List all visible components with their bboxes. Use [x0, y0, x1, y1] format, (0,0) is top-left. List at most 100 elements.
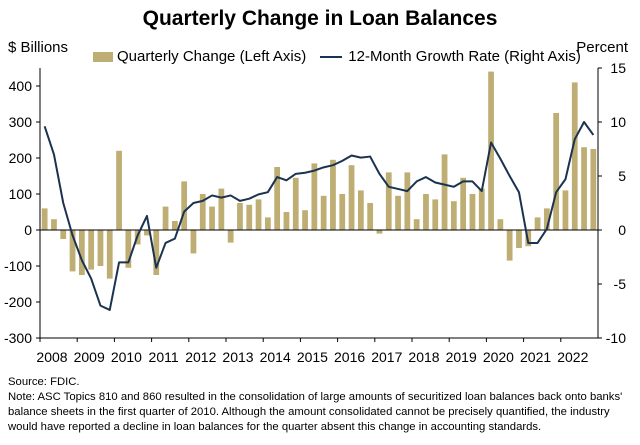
bar-2009Q3	[97, 230, 104, 266]
left-tick-label: -300	[4, 330, 32, 346]
right-tick-label: 5	[618, 168, 626, 184]
bar-2016Q2	[348, 165, 355, 230]
bar-2011Q4	[181, 181, 188, 230]
x-tick-label-2011: 2011	[149, 349, 179, 365]
bar-2015Q3	[320, 195, 327, 230]
bar-2021Q3	[543, 208, 550, 230]
bar-2016Q4	[367, 203, 374, 230]
bar-2011Q3	[171, 221, 178, 230]
right-tick-label: 0	[618, 222, 626, 238]
source-note: Source: FDIC.	[8, 376, 80, 388]
left-tick-label: 0	[24, 222, 32, 238]
bar-2021Q4	[553, 113, 560, 230]
bar-2019Q4	[478, 188, 485, 230]
notes: Source: FDIC. Note: ASC Topics 810 and 8…	[8, 375, 634, 435]
x-tick-label-2010: 2010	[111, 349, 142, 365]
legend-bar-label: Quarterly Change (Left Axis)	[117, 48, 307, 65]
right-tick-label: -5	[614, 276, 627, 292]
bar-2019Q1	[450, 201, 457, 230]
x-tick-label-2018: 2018	[408, 349, 439, 365]
right-tick-label: -10	[606, 330, 626, 346]
x-tick-label-2009: 2009	[74, 349, 105, 365]
bar-2022Q4	[590, 149, 597, 230]
right-tick-label: 15	[610, 60, 626, 76]
bar-2021Q2	[534, 217, 541, 230]
bar-2020Q4	[516, 230, 522, 248]
x-tick-label-2022: 2022	[557, 349, 588, 365]
bar-2017Q4	[404, 172, 411, 230]
bar-2017Q3	[395, 195, 401, 230]
bar-2008Q3	[60, 230, 67, 239]
bar-2018Q4	[441, 154, 448, 230]
x-tick-label-2016: 2016	[334, 349, 365, 365]
bar-2016Q1	[339, 194, 346, 230]
bar-2013Q3	[246, 204, 253, 230]
bar-2009Q1	[78, 230, 85, 275]
legend-line-swatch	[320, 55, 343, 58]
left-tick-label: 200	[9, 150, 33, 166]
x-tick-label-2015: 2015	[297, 349, 328, 365]
legend-bar-swatch	[93, 51, 113, 62]
bar-2012Q4	[218, 188, 225, 230]
x-tick-label-2017: 2017	[371, 349, 402, 365]
bar-2013Q1	[227, 230, 234, 243]
footnote: Note: ASC Topics 810 and 860 resulted in…	[8, 391, 623, 433]
bar-2014Q4	[292, 177, 299, 230]
bar-2020Q1	[488, 71, 494, 230]
bar-2015Q1	[302, 210, 308, 230]
bar-2019Q3	[469, 194, 476, 230]
bar-2017Q2	[385, 172, 392, 230]
chart-plot: 400 300 200 100 0 -100 -200 -300 15 10 5 0 -5 -10 2008…	[4, 60, 627, 365]
bar-2018Q3	[432, 199, 439, 230]
left-tick-label: 400	[9, 78, 33, 94]
bar-2011Q1	[153, 230, 160, 275]
bar-2017Q1	[376, 230, 383, 234]
bar-2011Q2	[162, 206, 169, 230]
left-tick-label: 300	[9, 114, 33, 130]
legend-line-label: 12-Month Growth Rate (Right Axis)	[348, 48, 581, 65]
bar-2014Q2	[274, 167, 281, 230]
bar-2010Q2	[125, 230, 132, 268]
bar-2010Q4	[144, 230, 150, 236]
x-tick-label-2020: 2020	[483, 349, 514, 365]
bar-2012Q1	[190, 230, 197, 254]
bar-2013Q4	[255, 199, 262, 230]
growth-rate-line	[43, 121, 595, 311]
bar-2008Q2	[51, 219, 57, 230]
bar-2022Q2	[571, 82, 578, 231]
bar-2016Q3	[357, 190, 364, 230]
bar-2012Q3	[209, 206, 215, 230]
x-tick-label-2013: 2013	[222, 349, 253, 365]
bar-2009Q2	[88, 230, 95, 270]
bar-2020Q3	[506, 230, 513, 261]
bar-2019Q2	[460, 177, 467, 230]
bar-2008Q1	[41, 208, 48, 230]
legend: Quarterly Change (Left Axis) 12-Month Gr…	[93, 48, 581, 65]
x-tick-label-2019: 2019	[446, 349, 477, 365]
x-tick-label-2008: 2008	[36, 349, 67, 365]
bar-2015Q2	[311, 163, 318, 230]
bar-2018Q1	[413, 219, 420, 230]
left-tick-label: -200	[4, 294, 32, 310]
bar-2012Q2	[199, 194, 206, 230]
left-tick-label: 100	[9, 186, 33, 202]
left-axis-unit: $ Billions	[8, 39, 69, 56]
bar-2008Q4	[69, 230, 76, 272]
x-tick-label-2012: 2012	[185, 349, 216, 365]
bar-2020Q2	[497, 219, 504, 230]
bar-2018Q2	[423, 194, 429, 230]
right-tick-label: 10	[610, 114, 626, 130]
bar-2014Q1	[264, 217, 271, 230]
bar-2022Q3	[581, 147, 587, 230]
bar-2015Q4	[330, 159, 336, 230]
bar-2013Q2	[237, 203, 243, 230]
right-axis-unit: Percent	[576, 39, 628, 56]
bar-2022Q1	[562, 190, 569, 230]
x-tick-label-2021: 2021	[520, 349, 551, 365]
bar-2010Q1	[116, 150, 122, 230]
chart-title: Quarterly Change in Loan Balances	[142, 7, 498, 30]
bar-2014Q3	[283, 212, 290, 230]
x-tick-label-2014: 2014	[260, 349, 291, 365]
left-tick-label: -100	[4, 258, 32, 274]
bar-2009Q4	[106, 230, 113, 279]
